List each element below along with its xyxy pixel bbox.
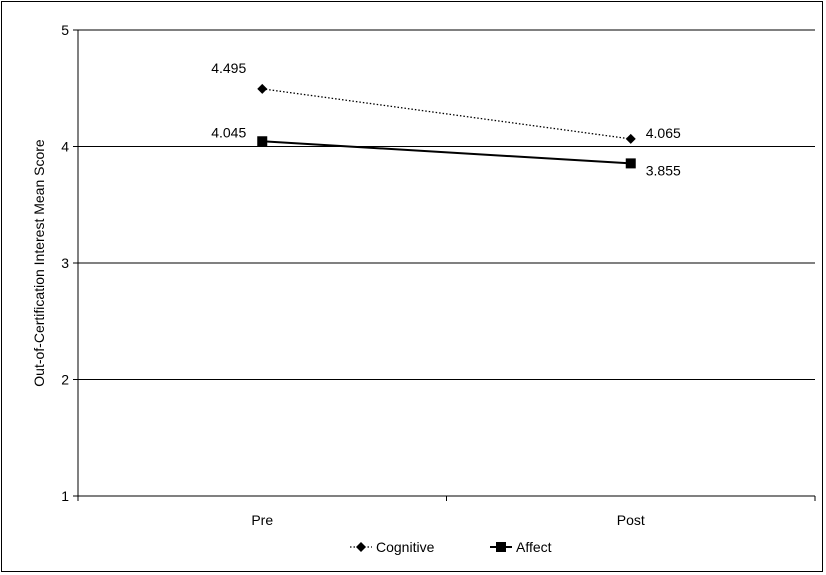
data-label-affect: 4.045	[211, 124, 246, 140]
data-point-cognitive	[257, 83, 268, 94]
legend-item-affect: Affect	[490, 539, 552, 555]
x-tick-label-post: Post	[617, 512, 645, 528]
legend-label-affect: Affect	[516, 539, 552, 555]
data-label-cognitive: 4.065	[646, 125, 681, 141]
data-label-cognitive: 4.495	[211, 60, 246, 76]
data-labels: 4.495 4.065 4.045 3.855	[211, 60, 681, 179]
series-line-affect	[262, 140, 631, 165]
y-tick-label: 2	[61, 372, 69, 388]
data-point-cognitive	[625, 133, 636, 144]
legend: Cognitive Affect	[350, 539, 552, 555]
y-tick-label: 5	[61, 22, 69, 38]
legend-item-cognitive: Cognitive	[350, 539, 435, 555]
data-label-affect: 3.855	[646, 162, 681, 178]
legend-marker-cognitive	[356, 542, 366, 552]
legend-label-cognitive: Cognitive	[376, 539, 435, 555]
y-tick-label: 3	[61, 255, 69, 271]
y-tick-label: 4	[61, 139, 69, 155]
legend-marker-affect	[496, 542, 506, 552]
data-point-affect	[625, 158, 636, 169]
gridlines	[73, 29, 816, 501]
y-tick-labels: 1 2 3 4 5	[61, 22, 69, 504]
y-tick-label: 1	[61, 488, 69, 504]
x-tick-label-pre: Pre	[251, 512, 273, 528]
data-point-affect	[257, 136, 268, 147]
series-line-cognitive	[262, 88, 631, 140]
y-axis-title: Out-of-Certification Interest Mean Score	[31, 139, 47, 387]
x-tick-labels: Pre Post	[251, 512, 645, 528]
axes	[77, 30, 815, 497]
series	[257, 83, 636, 169]
